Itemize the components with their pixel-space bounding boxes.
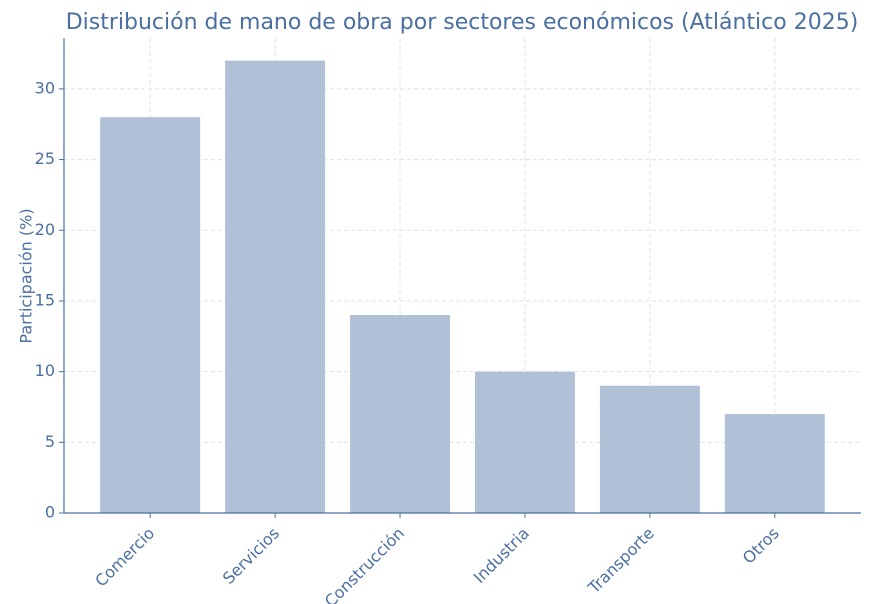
x-tick-label: Servicios (219, 524, 283, 588)
bar (599, 385, 700, 513)
bar (100, 117, 201, 514)
y-axis-label: Participación (%) (17, 208, 36, 343)
y-tick-label: 25 (35, 149, 55, 168)
x-tick-label: Comercio (91, 524, 158, 591)
x-tick-label: Construcción (321, 524, 408, 604)
bar (225, 60, 326, 513)
bar (474, 371, 575, 513)
chart-title: Distribución de mano de obra por sectore… (66, 10, 859, 35)
x-tick-label: Otros (739, 524, 783, 568)
bar (350, 315, 451, 513)
y-tick-label: 5 (45, 432, 55, 451)
y-tick-label: 20 (35, 220, 55, 239)
y-tick-label: 10 (35, 361, 55, 380)
x-tick-label: Industria (470, 524, 533, 587)
x-tick-label: Transporte (584, 524, 658, 598)
y-tick-label: 15 (35, 290, 55, 309)
y-tick-label: 30 (35, 78, 55, 97)
y-tick-label: 0 (45, 503, 55, 522)
bar (724, 414, 825, 513)
